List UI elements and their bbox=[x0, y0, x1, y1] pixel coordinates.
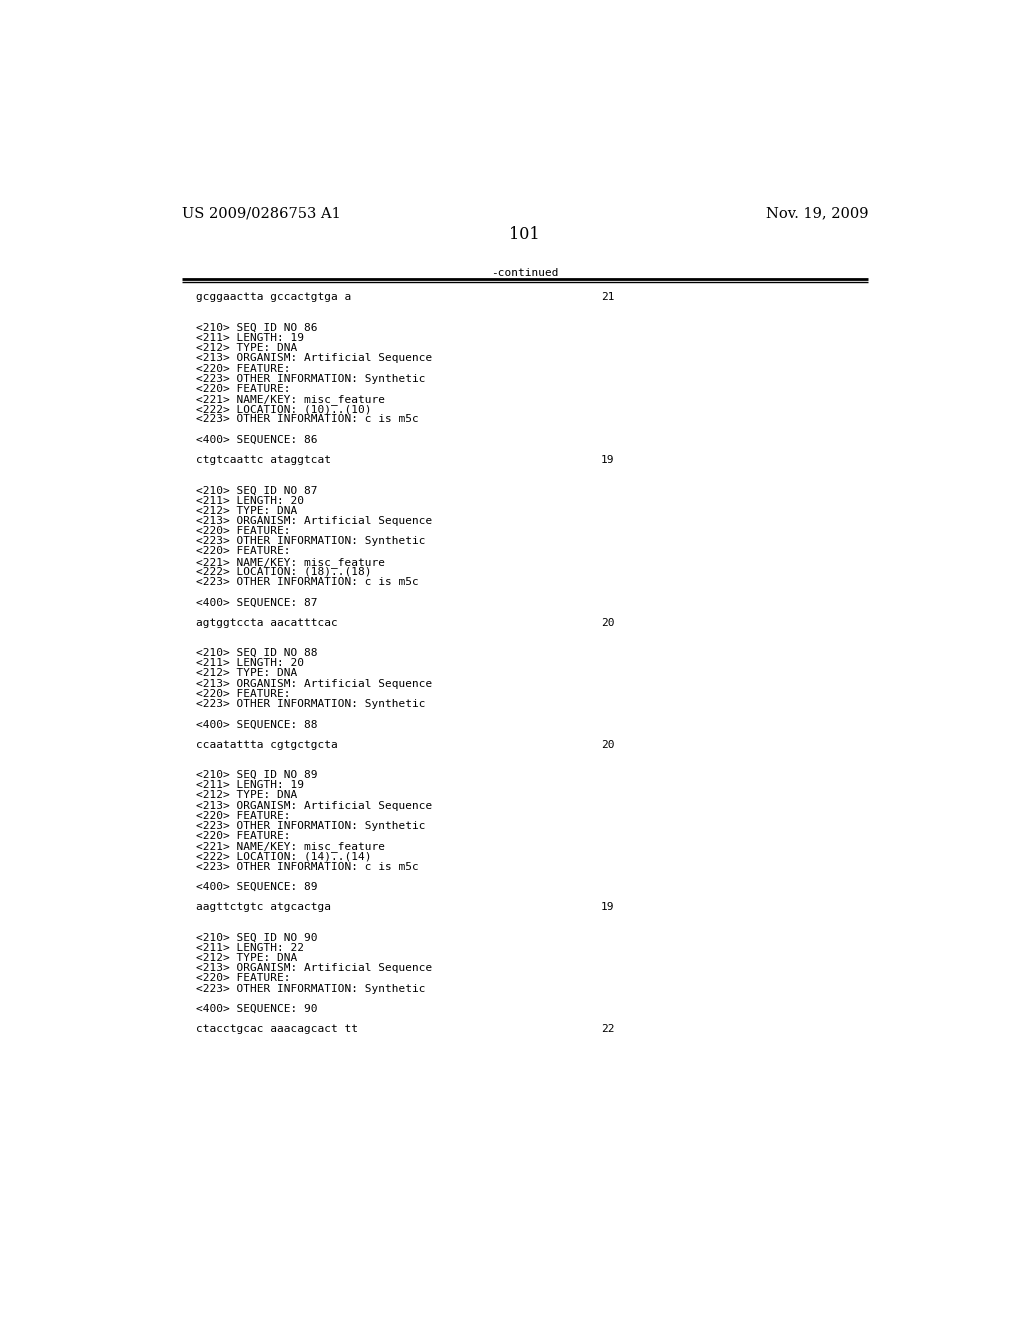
Text: <220> FEATURE:: <220> FEATURE: bbox=[197, 832, 291, 841]
Text: <223> OTHER INFORMATION: c is m5c: <223> OTHER INFORMATION: c is m5c bbox=[197, 862, 419, 871]
Text: <211> LENGTH: 20: <211> LENGTH: 20 bbox=[197, 659, 304, 668]
Text: 21: 21 bbox=[601, 293, 614, 302]
Text: <212> TYPE: DNA: <212> TYPE: DNA bbox=[197, 953, 297, 964]
Text: agtggtccta aacatttcac: agtggtccta aacatttcac bbox=[197, 618, 338, 627]
Text: 20: 20 bbox=[601, 618, 614, 627]
Text: <220> FEATURE:: <220> FEATURE: bbox=[197, 546, 291, 557]
Text: <400> SEQUENCE: 87: <400> SEQUENCE: 87 bbox=[197, 598, 317, 607]
Text: ctacctgcac aaacagcact tt: ctacctgcac aaacagcact tt bbox=[197, 1024, 358, 1034]
Text: <220> FEATURE:: <220> FEATURE: bbox=[197, 363, 291, 374]
Text: <213> ORGANISM: Artificial Sequence: <213> ORGANISM: Artificial Sequence bbox=[197, 678, 432, 689]
Text: <223> OTHER INFORMATION: c is m5c: <223> OTHER INFORMATION: c is m5c bbox=[197, 414, 419, 424]
Text: gcggaactta gccactgtga a: gcggaactta gccactgtga a bbox=[197, 293, 351, 302]
Text: <211> LENGTH: 19: <211> LENGTH: 19 bbox=[197, 780, 304, 791]
Text: <210> SEQ ID NO 87: <210> SEQ ID NO 87 bbox=[197, 486, 317, 495]
Text: <400> SEQUENCE: 88: <400> SEQUENCE: 88 bbox=[197, 719, 317, 729]
Text: <400> SEQUENCE: 86: <400> SEQUENCE: 86 bbox=[197, 434, 317, 445]
Text: <220> FEATURE:: <220> FEATURE: bbox=[197, 810, 291, 821]
Text: Nov. 19, 2009: Nov. 19, 2009 bbox=[766, 206, 868, 220]
Text: <220> FEATURE:: <220> FEATURE: bbox=[197, 527, 291, 536]
Text: <210> SEQ ID NO 90: <210> SEQ ID NO 90 bbox=[197, 933, 317, 942]
Text: <223> OTHER INFORMATION: Synthetic: <223> OTHER INFORMATION: Synthetic bbox=[197, 536, 426, 546]
Text: <210> SEQ ID NO 88: <210> SEQ ID NO 88 bbox=[197, 648, 317, 659]
Text: <211> LENGTH: 22: <211> LENGTH: 22 bbox=[197, 942, 304, 953]
Text: <220> FEATURE:: <220> FEATURE: bbox=[197, 384, 291, 393]
Text: <211> LENGTH: 19: <211> LENGTH: 19 bbox=[197, 333, 304, 343]
Text: 19: 19 bbox=[601, 903, 614, 912]
Text: -continued: -continued bbox=[492, 268, 558, 277]
Text: <223> OTHER INFORMATION: Synthetic: <223> OTHER INFORMATION: Synthetic bbox=[197, 700, 426, 709]
Text: 20: 20 bbox=[601, 739, 614, 750]
Text: <223> OTHER INFORMATION: c is m5c: <223> OTHER INFORMATION: c is m5c bbox=[197, 577, 419, 587]
Text: <222> LOCATION: (10)..(10): <222> LOCATION: (10)..(10) bbox=[197, 404, 372, 414]
Text: <223> OTHER INFORMATION: Synthetic: <223> OTHER INFORMATION: Synthetic bbox=[197, 374, 426, 384]
Text: US 2009/0286753 A1: US 2009/0286753 A1 bbox=[182, 206, 341, 220]
Text: ccaatattta cgtgctgcta: ccaatattta cgtgctgcta bbox=[197, 739, 338, 750]
Text: <213> ORGANISM: Artificial Sequence: <213> ORGANISM: Artificial Sequence bbox=[197, 801, 432, 810]
Text: <213> ORGANISM: Artificial Sequence: <213> ORGANISM: Artificial Sequence bbox=[197, 964, 432, 973]
Text: <211> LENGTH: 20: <211> LENGTH: 20 bbox=[197, 496, 304, 506]
Text: <222> LOCATION: (18)..(18): <222> LOCATION: (18)..(18) bbox=[197, 566, 372, 577]
Text: <212> TYPE: DNA: <212> TYPE: DNA bbox=[197, 791, 297, 800]
Text: 22: 22 bbox=[601, 1024, 614, 1034]
Text: <220> FEATURE:: <220> FEATURE: bbox=[197, 973, 291, 983]
Text: <221> NAME/KEY: misc_feature: <221> NAME/KEY: misc_feature bbox=[197, 395, 385, 405]
Text: 19: 19 bbox=[601, 455, 614, 465]
Text: <210> SEQ ID NO 89: <210> SEQ ID NO 89 bbox=[197, 770, 317, 780]
Text: <213> ORGANISM: Artificial Sequence: <213> ORGANISM: Artificial Sequence bbox=[197, 354, 432, 363]
Text: 101: 101 bbox=[510, 226, 540, 243]
Text: <212> TYPE: DNA: <212> TYPE: DNA bbox=[197, 506, 297, 516]
Text: <213> ORGANISM: Artificial Sequence: <213> ORGANISM: Artificial Sequence bbox=[197, 516, 432, 525]
Text: <210> SEQ ID NO 86: <210> SEQ ID NO 86 bbox=[197, 323, 317, 333]
Text: <221> NAME/KEY: misc_feature: <221> NAME/KEY: misc_feature bbox=[197, 841, 385, 853]
Text: aagttctgtc atgcactga: aagttctgtc atgcactga bbox=[197, 903, 331, 912]
Text: ctgtcaattc ataggtcat: ctgtcaattc ataggtcat bbox=[197, 455, 331, 465]
Text: <223> OTHER INFORMATION: Synthetic: <223> OTHER INFORMATION: Synthetic bbox=[197, 821, 426, 830]
Text: <400> SEQUENCE: 89: <400> SEQUENCE: 89 bbox=[197, 882, 317, 892]
Text: <220> FEATURE:: <220> FEATURE: bbox=[197, 689, 291, 698]
Text: <222> LOCATION: (14)..(14): <222> LOCATION: (14)..(14) bbox=[197, 851, 372, 862]
Text: <221> NAME/KEY: misc_feature: <221> NAME/KEY: misc_feature bbox=[197, 557, 385, 568]
Text: <223> OTHER INFORMATION: Synthetic: <223> OTHER INFORMATION: Synthetic bbox=[197, 983, 426, 994]
Text: <212> TYPE: DNA: <212> TYPE: DNA bbox=[197, 668, 297, 678]
Text: <212> TYPE: DNA: <212> TYPE: DNA bbox=[197, 343, 297, 354]
Text: <400> SEQUENCE: 90: <400> SEQUENCE: 90 bbox=[197, 1005, 317, 1014]
